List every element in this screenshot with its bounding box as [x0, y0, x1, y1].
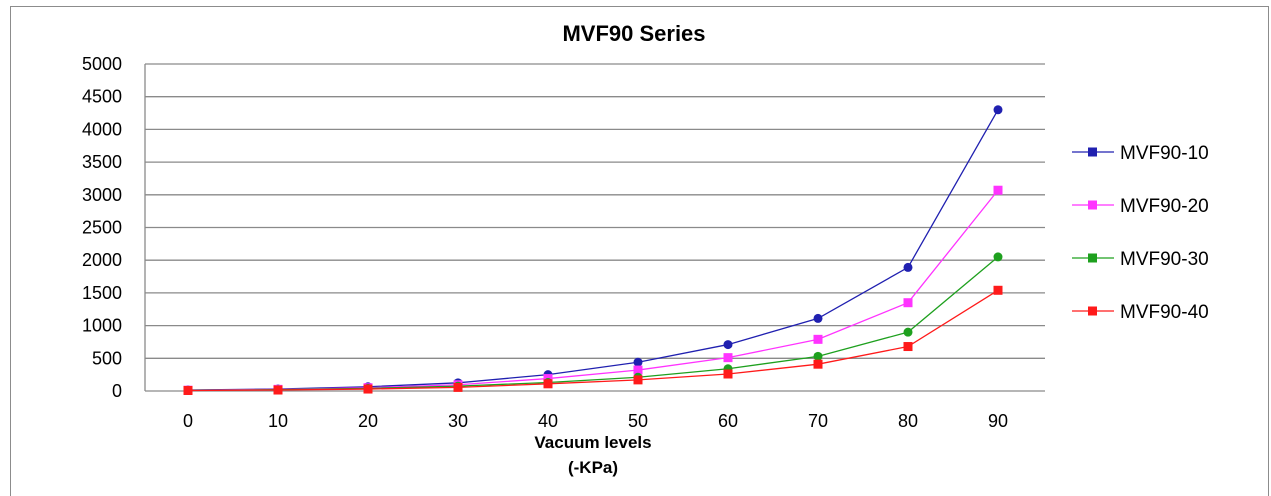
x-tick-label: 80	[898, 411, 918, 431]
series-mvf90-30	[183, 252, 1003, 395]
series-line	[187, 256, 999, 391]
legend-marker	[1088, 253, 1097, 263]
data-point	[723, 340, 733, 350]
y-tick-label: 1000	[82, 316, 122, 336]
legend-label: MVF90-30	[1120, 249, 1209, 270]
x-tick-label: 40	[538, 411, 558, 431]
legend-item: MVF90-10	[1072, 143, 1209, 164]
series-line	[187, 189, 999, 391]
data-point	[273, 385, 283, 395]
x-tick-label: 50	[628, 411, 648, 431]
data-point	[813, 359, 823, 369]
x-tick-label: 60	[718, 411, 738, 431]
legend-marker	[1088, 200, 1097, 210]
data-point	[453, 382, 463, 392]
data-point	[993, 185, 1003, 195]
data-point	[903, 342, 913, 352]
chart-title: MVF90 Series	[562, 21, 705, 46]
series-mvf90-20	[183, 185, 1003, 395]
series-line	[187, 109, 999, 391]
data-point	[813, 313, 823, 323]
y-tick-label: 3500	[82, 152, 122, 172]
data-point	[543, 379, 553, 389]
data-point	[903, 262, 913, 272]
data-point	[813, 334, 823, 344]
series-mvf90-10	[183, 105, 1003, 395]
legend-label: MVF90-40	[1120, 302, 1209, 323]
x-axis-ticks: 0 10 20 30 40 50 60 70 80 90	[183, 411, 1008, 431]
x-tick-label: 30	[448, 411, 468, 431]
data-point	[813, 351, 823, 361]
data-point	[633, 365, 643, 375]
y-tick-label: 4500	[82, 87, 122, 107]
y-tick-label: 0	[112, 381, 122, 401]
y-tick-label: 500	[92, 348, 122, 368]
x-axis-title: Vacuum levels	[534, 433, 651, 452]
x-tick-label: 0	[183, 411, 193, 431]
legend-item: MVF90-20	[1072, 196, 1209, 217]
legend-marker	[1088, 147, 1097, 157]
data-point	[633, 375, 643, 385]
data-point	[993, 105, 1003, 115]
y-tick-label: 2000	[82, 250, 122, 270]
series-mvf90-40	[183, 285, 1003, 395]
y-tick-label: 5000	[82, 54, 122, 74]
data-point	[723, 353, 733, 363]
data-point	[993, 285, 1003, 295]
y-tick-label: 3000	[82, 185, 122, 205]
y-tick-label: 4000	[82, 119, 122, 139]
legend-item: MVF90-30	[1072, 249, 1209, 270]
data-point	[183, 385, 193, 395]
x-axis-unit: (-KPa)	[568, 458, 618, 477]
x-tick-label: 10	[268, 411, 288, 431]
x-tick-label: 90	[988, 411, 1008, 431]
y-tick-label: 2500	[82, 218, 122, 238]
data-point	[363, 384, 373, 394]
gridlines	[144, 63, 1045, 392]
x-tick-label: 20	[358, 411, 378, 431]
data-point	[633, 357, 643, 367]
data-point	[903, 298, 913, 308]
legend: MVF90-10 MVF90-20 MVF90-30 MVF90-40	[1072, 143, 1209, 323]
data-point	[903, 327, 913, 337]
data-point	[723, 369, 733, 379]
y-tick-label: 1500	[82, 283, 122, 303]
legend-label: MVF90-10	[1120, 143, 1209, 164]
series-line	[187, 289, 999, 392]
legend-marker	[1088, 306, 1097, 316]
y-axis-ticks: 0 500 1000 1500 2000 2500 3000 3500 4000 4500 5000	[82, 54, 122, 401]
legend-item: MVF90-40	[1072, 302, 1209, 323]
legend-label: MVF90-20	[1120, 196, 1209, 217]
series-layer	[183, 105, 1003, 395]
x-tick-label: 70	[808, 411, 828, 431]
chart-frame	[10, 6, 1269, 496]
data-point	[993, 252, 1003, 262]
